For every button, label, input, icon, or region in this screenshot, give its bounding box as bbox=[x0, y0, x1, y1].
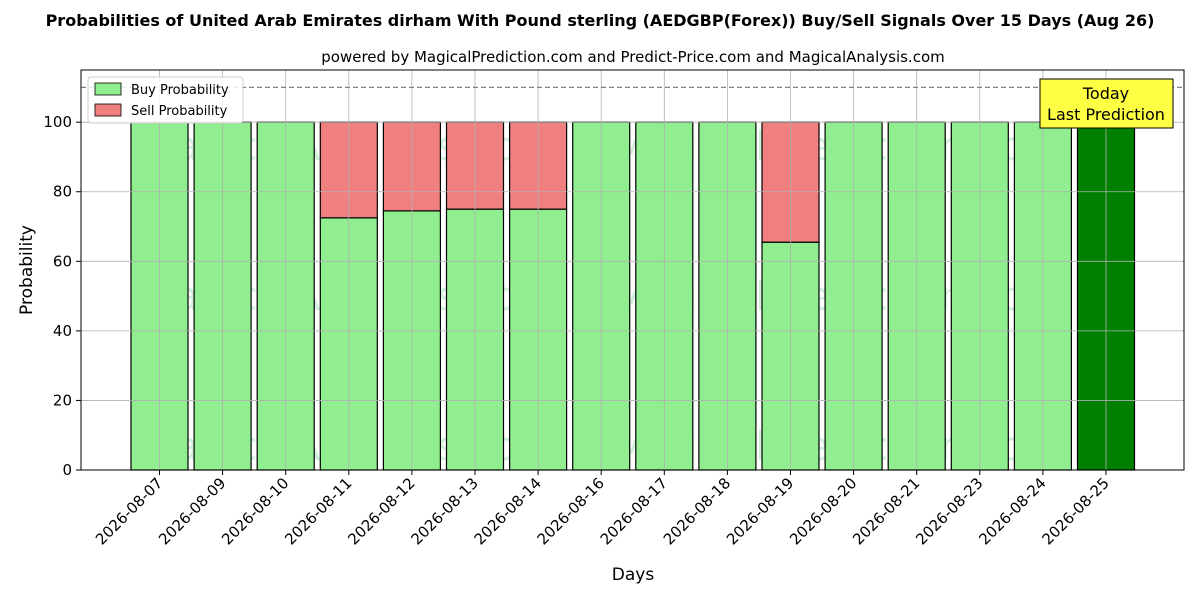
legend: Buy Probability Sell Probability bbox=[87, 76, 244, 124]
x-tick-label: 2026-08-12 bbox=[344, 474, 418, 548]
today-annotation-line2: Last Prediction bbox=[1047, 105, 1165, 124]
x-tick-label: 2026-08-18 bbox=[660, 474, 734, 548]
chart-title: Probabilities of United Arab Emirates di… bbox=[46, 11, 1155, 30]
legend-buy-swatch bbox=[94, 82, 122, 96]
today-annotation: Today Last Prediction bbox=[1039, 78, 1174, 129]
chart-subtitle: powered by MagicalPrediction.com and Pre… bbox=[321, 48, 945, 66]
y-tick-label: 80 bbox=[53, 183, 72, 201]
x-tick-label: 2026-08-24 bbox=[975, 474, 1049, 548]
x-tick-label: 2026-08-11 bbox=[281, 474, 355, 548]
x-tick-label: 2026-08-13 bbox=[407, 474, 481, 548]
y-tick-label: 100 bbox=[43, 113, 72, 131]
x-tick-label: 2026-08-17 bbox=[597, 474, 671, 548]
x-tick-label: 2026-08-07 bbox=[92, 474, 166, 548]
x-tick-label: 2026-08-16 bbox=[534, 474, 608, 548]
plot-frame bbox=[80, 69, 1185, 471]
x-tick-label: 2026-08-21 bbox=[849, 474, 923, 548]
x-axis-ticks: 2026-08-072026-08-092026-08-102026-08-11… bbox=[92, 470, 1113, 548]
today-annotation-line1: Today bbox=[1082, 84, 1129, 103]
y-tick-label: 0 bbox=[62, 461, 72, 479]
legend-sell-label: Sell Probability bbox=[131, 104, 228, 119]
y-tick-label: 40 bbox=[53, 322, 72, 340]
y-tick-label: 20 bbox=[53, 391, 72, 409]
y-axis-label: Probability bbox=[17, 225, 37, 315]
y-axis-ticks: 0 20 40 60 80 100 bbox=[43, 113, 81, 479]
bars-group bbox=[130, 121, 1136, 471]
legend-box bbox=[87, 76, 244, 124]
x-axis-label: Days bbox=[612, 565, 655, 585]
x-tick-label: 2026-08-19 bbox=[723, 474, 797, 548]
today-annotation-box bbox=[1039, 78, 1174, 129]
legend-buy-label: Buy Probability bbox=[131, 83, 229, 98]
x-tick-label: 2026-08-14 bbox=[471, 474, 545, 548]
x-tick-label: 2026-08-20 bbox=[786, 474, 860, 548]
x-tick-label: 2026-08-23 bbox=[912, 474, 986, 548]
legend-sell-swatch bbox=[94, 103, 122, 117]
x-tick-label: 2026-08-09 bbox=[155, 474, 229, 548]
x-tick-label: 2026-08-25 bbox=[1038, 474, 1112, 548]
y-tick-label: 60 bbox=[53, 252, 72, 270]
x-tick-label: 2026-08-10 bbox=[218, 474, 292, 548]
